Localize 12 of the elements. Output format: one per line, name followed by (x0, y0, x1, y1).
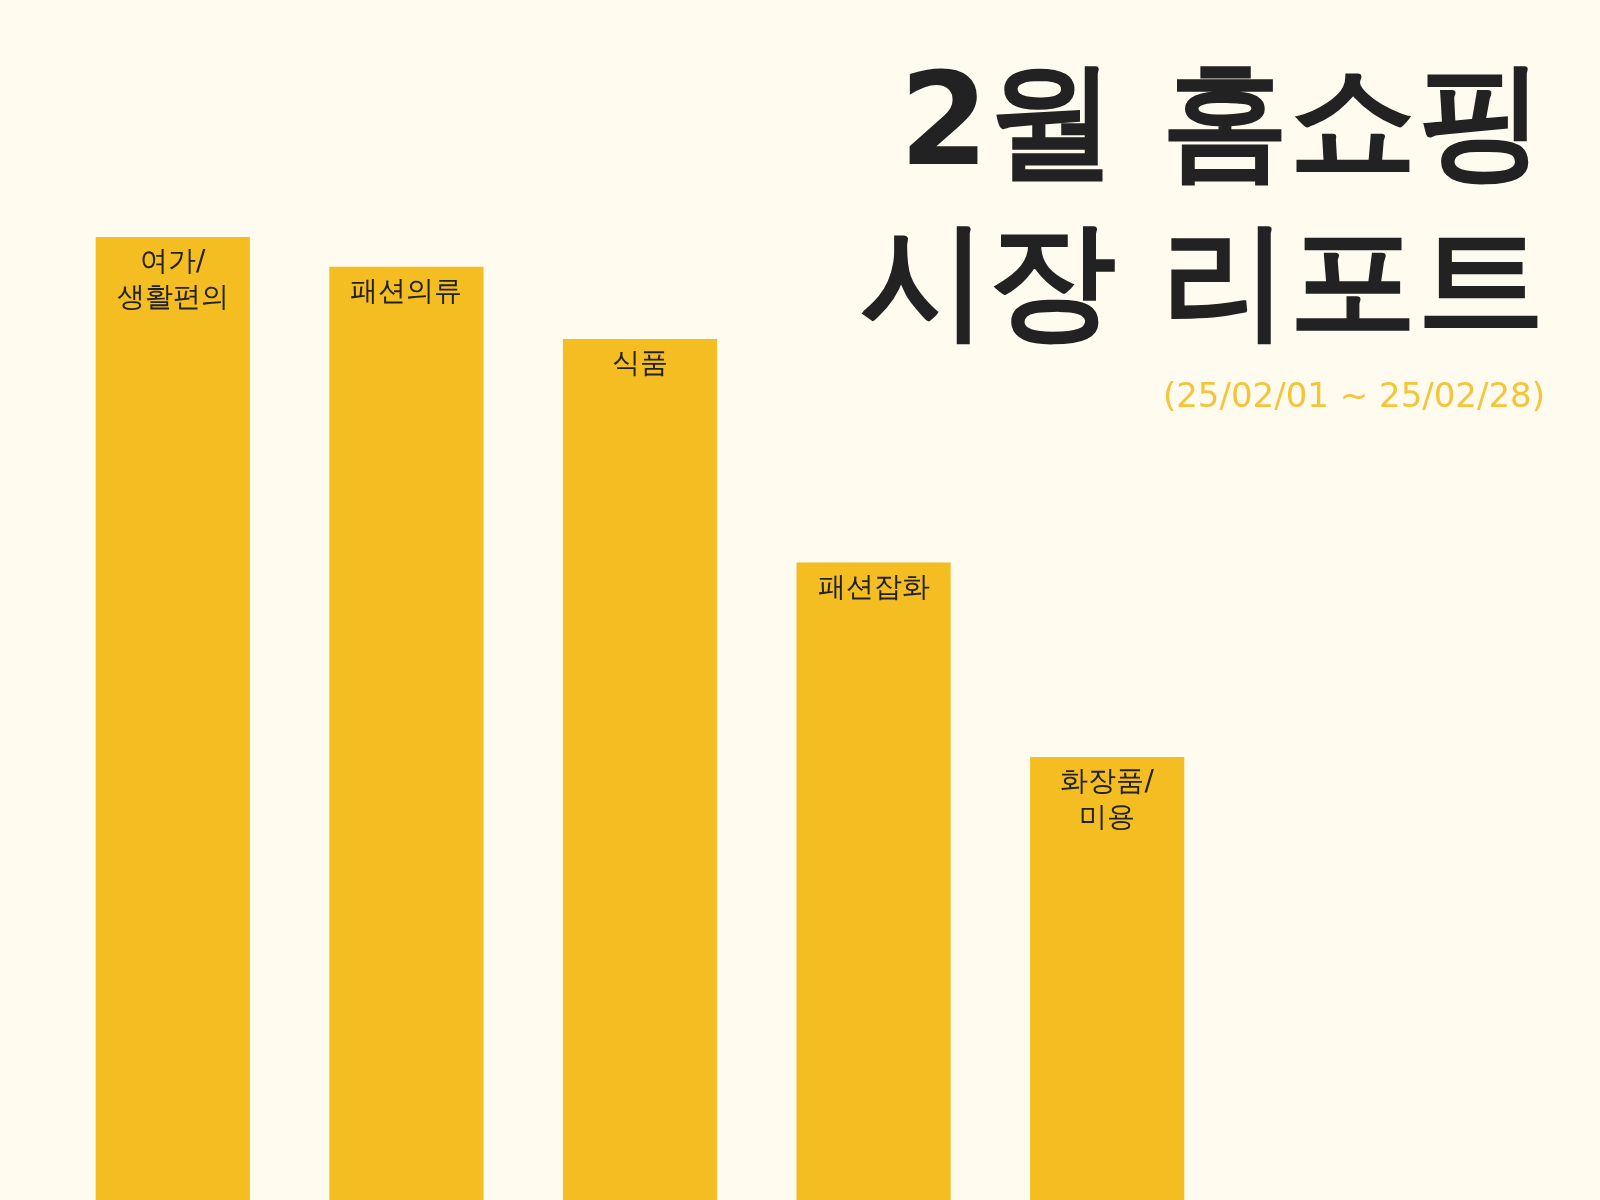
bar (796, 562, 951, 1200)
x-tick-label: 식품 (612, 346, 668, 380)
x-tick-label: 여가/생활편의 (116, 244, 229, 314)
text: (25/02/01 ~ 25/02/28) (1162, 375, 1545, 415)
bar (329, 266, 484, 1200)
x-tick-label: 패션잡화 (817, 569, 930, 603)
chart-title: 2월 홈쇼핑 시장 리포트 (860, 44, 1545, 356)
x-tick-label: 패션의류 (350, 274, 463, 308)
bar (1030, 757, 1185, 1200)
bar (95, 237, 250, 1200)
bar (562, 339, 718, 1200)
x-tick-label: 화장품/미용 (1060, 764, 1155, 834)
